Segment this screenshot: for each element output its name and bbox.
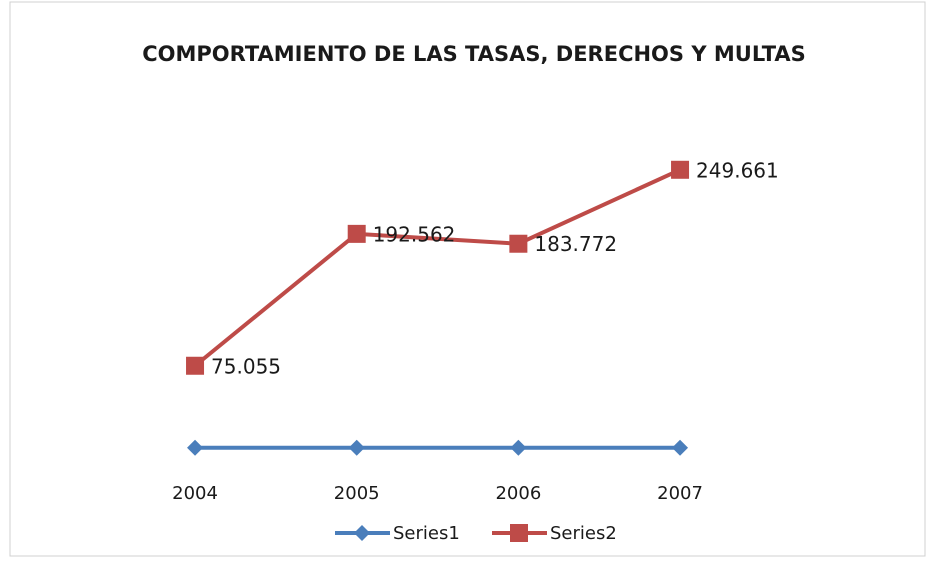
- legend-marker: [510, 524, 528, 542]
- chart-frame: [9, 1, 926, 557]
- legend-marker: [354, 525, 370, 541]
- legend-label: Series2: [550, 523, 617, 544]
- data-point: [509, 234, 528, 253]
- data-label: 183.772: [534, 232, 617, 256]
- legend-label: Series1: [393, 523, 460, 544]
- data-label: 75.055: [211, 354, 281, 378]
- x-tick-label: 2004: [172, 483, 218, 504]
- chart-title: COMPORTAMIENTO DE LAS TASAS, DERECHOS Y …: [142, 42, 806, 66]
- data-label: 192.562: [373, 222, 456, 246]
- data-point: [186, 356, 205, 375]
- x-tick-label: 2007: [657, 483, 703, 504]
- series-line: [193, 167, 681, 368]
- data-point: [348, 439, 365, 456]
- data-point: [347, 224, 366, 243]
- x-tick-label: 2005: [334, 483, 380, 504]
- x-tick-label: 2006: [495, 483, 541, 504]
- data-point: [187, 439, 204, 456]
- data-point: [672, 439, 689, 456]
- data-point: [510, 439, 527, 456]
- data-label: 249.661: [696, 158, 779, 182]
- data-point: [671, 160, 690, 179]
